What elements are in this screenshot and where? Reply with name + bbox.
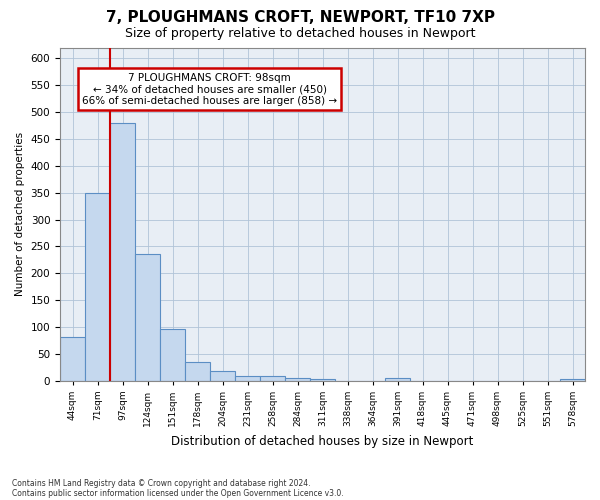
- Bar: [310, 379, 335, 381]
- Bar: [185, 362, 210, 381]
- Bar: [285, 378, 310, 381]
- Bar: [235, 376, 260, 381]
- Bar: [385, 378, 410, 381]
- Bar: [135, 254, 160, 381]
- Text: 7 PLOUGHMANS CROFT: 98sqm
← 34% of detached houses are smaller (450)
66% of semi: 7 PLOUGHMANS CROFT: 98sqm ← 34% of detac…: [82, 72, 337, 106]
- Text: Contains HM Land Registry data © Crown copyright and database right 2024.: Contains HM Land Registry data © Crown c…: [12, 478, 311, 488]
- Y-axis label: Number of detached properties: Number of detached properties: [15, 132, 25, 296]
- Text: 7, PLOUGHMANS CROFT, NEWPORT, TF10 7XP: 7, PLOUGHMANS CROFT, NEWPORT, TF10 7XP: [106, 10, 494, 25]
- Text: Size of property relative to detached houses in Newport: Size of property relative to detached ho…: [125, 28, 475, 40]
- Bar: [85, 192, 110, 381]
- Bar: [160, 328, 185, 381]
- Text: Contains public sector information licensed under the Open Government Licence v3: Contains public sector information licen…: [12, 488, 344, 498]
- Bar: [60, 336, 85, 381]
- Bar: [110, 123, 135, 381]
- Bar: [260, 376, 285, 381]
- X-axis label: Distribution of detached houses by size in Newport: Distribution of detached houses by size …: [172, 434, 474, 448]
- Bar: [210, 371, 235, 381]
- Bar: [560, 378, 585, 381]
